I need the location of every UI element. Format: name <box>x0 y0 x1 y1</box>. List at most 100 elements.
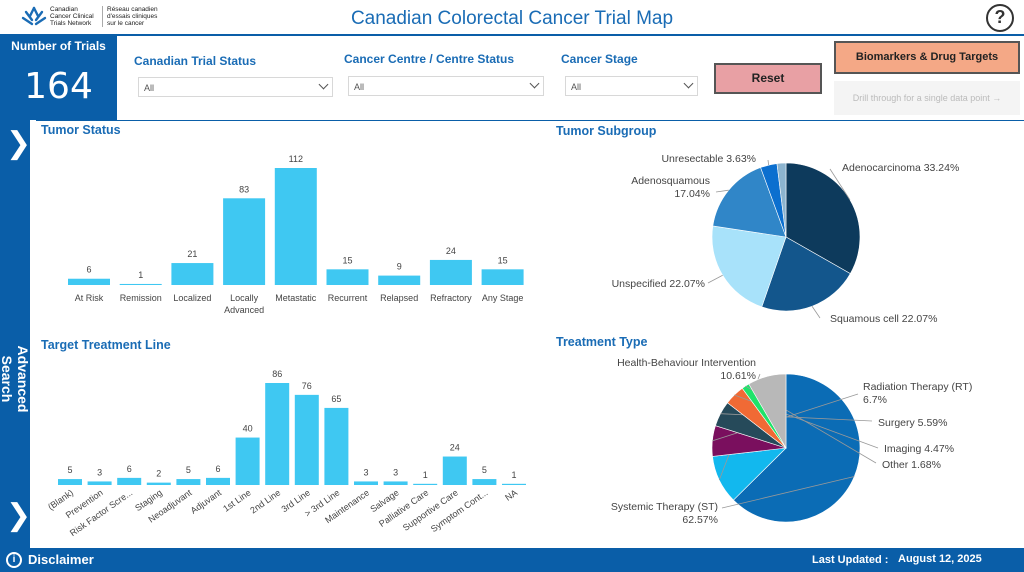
bar-value-label: 76 <box>302 381 312 391</box>
bar-value-label: 6 <box>127 464 132 474</box>
disclaimer-link[interactable]: Disclaimer <box>28 552 94 567</box>
bar-treatment-line[interactable] <box>413 483 438 485</box>
pie-slice[interactable] <box>711 225 787 308</box>
trials-count-value: 164 <box>24 66 93 107</box>
info-icon[interactable]: i <box>6 552 22 568</box>
bar-value-label: 1 <box>423 470 428 480</box>
last-updated-label: Last Updated : <box>812 554 889 566</box>
bar-treatment-line[interactable] <box>383 481 408 485</box>
bar-tumor-status[interactable] <box>223 198 266 285</box>
category-label: 1st Line <box>221 487 253 513</box>
bar-value-label: 21 <box>187 249 197 259</box>
bar-treatment-line[interactable] <box>206 477 230 485</box>
slice-label: Systemic Therapy (ST) <box>611 501 718 513</box>
bar-treatment-line[interactable] <box>58 479 82 485</box>
bar-value-label: 3 <box>393 467 398 477</box>
category-label: Refractory <box>430 293 472 303</box>
bar-treatment-line[interactable] <box>502 483 526 485</box>
slice-label: Imaging 4.47% <box>884 443 954 455</box>
slice-label: Squamous cell 22.07% <box>830 313 937 325</box>
pie-slice[interactable] <box>712 167 787 238</box>
slice-label: Unspecified 22.07% <box>612 278 705 290</box>
slice-label-pct: 10.61% <box>720 370 756 382</box>
bar-value-label: 15 <box>342 255 352 265</box>
pie-slice[interactable] <box>748 373 787 450</box>
bar-tumor-status[interactable] <box>481 269 524 285</box>
bar-value-label: 24 <box>446 246 456 256</box>
category-label: Locally <box>230 293 259 303</box>
logo-icon <box>21 6 47 26</box>
leader-line <box>829 168 851 201</box>
expand-chevron-bottom-icon[interactable]: ❯ <box>6 499 32 532</box>
bar-treatment-line[interactable] <box>176 479 201 485</box>
centre-status-value: All <box>354 82 365 92</box>
category-label: Metastatic <box>275 293 317 303</box>
reset-button[interactable]: Reset <box>714 63 822 94</box>
bar-treatment-line[interactable] <box>265 383 290 485</box>
bar-tumor-status[interactable] <box>326 269 369 285</box>
bar-tumor-status[interactable] <box>429 259 472 285</box>
bar-tumor-status[interactable] <box>119 283 162 285</box>
pie-slice[interactable] <box>776 162 787 238</box>
bar-tumor-status[interactable] <box>171 263 214 285</box>
bar-value-label: 65 <box>331 394 341 404</box>
bar-value-label: 15 <box>498 255 508 265</box>
bar-tumor-status[interactable] <box>378 275 421 285</box>
slice-label-pct: 62.57% <box>682 514 718 526</box>
pie-slice[interactable] <box>785 162 861 275</box>
bar-treatment-line[interactable] <box>117 477 142 485</box>
bar-treatment-line[interactable] <box>354 481 378 485</box>
category-label: At Risk <box>75 293 104 303</box>
chevron-down-icon <box>683 78 694 89</box>
pie-slice[interactable] <box>761 236 851 312</box>
tumor-subgroup-title: Tumor Subgroup <box>556 124 657 138</box>
category-label: Any Stage <box>482 293 524 303</box>
leader-line <box>715 189 729 193</box>
bar-value-label: 24 <box>450 443 460 453</box>
stage-select[interactable]: All <box>565 76 698 96</box>
leader-line <box>721 476 855 509</box>
chevron-down-icon <box>529 78 540 89</box>
trials-count-card: Number of Trials 164 <box>0 36 117 120</box>
bar-treatment-line[interactable] <box>87 481 112 485</box>
drill-through-button[interactable]: Drill through for a single data point → <box>834 81 1020 115</box>
trial-status-select[interactable]: All <box>138 77 333 97</box>
category-label: Localized <box>173 293 211 303</box>
category-label: NA <box>503 487 519 502</box>
bar-treatment-line[interactable] <box>235 437 260 485</box>
bar-treatment-line[interactable] <box>146 482 171 485</box>
bar-value-label: 9 <box>397 262 402 272</box>
bar-value-label: 3 <box>97 467 102 477</box>
bar-tumor-status[interactable] <box>68 278 110 285</box>
logo-text-fr: Réseau canadien d'essais cliniques sur l… <box>102 6 162 27</box>
header: Canadian Cancer Clinical Trials Network … <box>0 0 1024 36</box>
bar-treatment-line[interactable] <box>324 407 349 485</box>
logo-text-en: Canadian Cancer Clinical Trials Network <box>50 6 94 27</box>
bar-treatment-line[interactable] <box>442 456 467 485</box>
leader-line <box>767 159 770 166</box>
last-updated-date: August 12, 2025 <box>898 553 982 565</box>
bar-value-label: 1 <box>138 270 143 280</box>
slice-label: Unresectable 3.63% <box>661 153 756 165</box>
trial-status-value: All <box>144 83 155 93</box>
centre-status-select[interactable]: All <box>348 76 544 96</box>
bar-treatment-line[interactable] <box>472 479 497 485</box>
advanced-search-toggle[interactable]: Advanced Search <box>0 345 31 413</box>
bar-value-label: 86 <box>272 369 282 379</box>
trials-count-label: Number of Trials <box>11 39 106 53</box>
trial-status-label: Canadian Trial Status <box>134 54 257 68</box>
side-rail: ❯ Advanced Search ❯ <box>0 38 32 548</box>
biomarkers-button[interactable]: Biomarkers & Drug Targets <box>834 41 1020 74</box>
divider <box>36 120 1024 121</box>
bar-treatment-line[interactable] <box>294 394 319 485</box>
stage-label: Cancer Stage <box>561 52 638 66</box>
bar-value-label: 2 <box>156 469 161 479</box>
slice-label: Adenocarcinoma 33.24% <box>842 162 959 174</box>
category-label: Adjuvant <box>189 487 224 516</box>
bar-tumor-status[interactable] <box>274 168 317 285</box>
help-icon[interactable]: ? <box>986 4 1014 32</box>
bar-value-label: 83 <box>239 184 249 194</box>
stage-value: All <box>571 82 582 92</box>
treatment-type-title: Treatment Type <box>556 335 648 349</box>
expand-chevron-icon[interactable]: ❯ <box>6 127 32 160</box>
